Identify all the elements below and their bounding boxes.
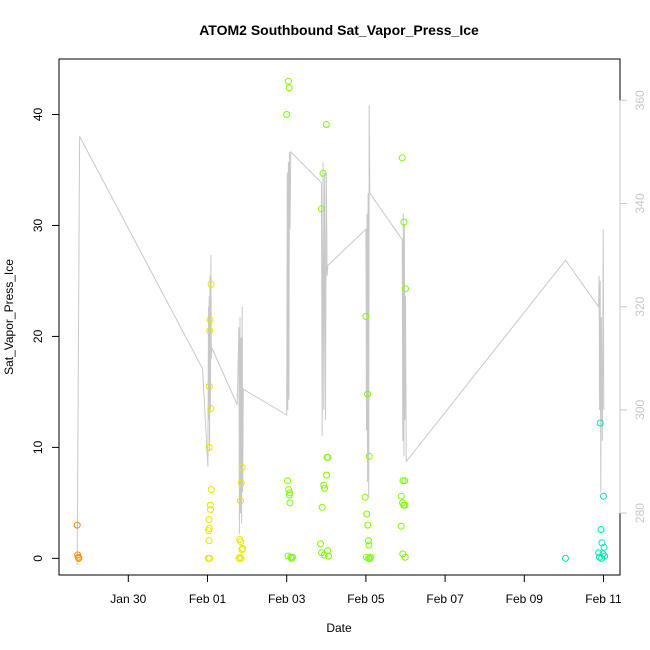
x-tick-label: Feb 11 (585, 592, 622, 606)
data-point (286, 499, 294, 507)
y-tick-label: 20 (31, 329, 45, 343)
data-point (206, 327, 214, 335)
right-y-tick-label: 360 (633, 90, 647, 110)
data-point (289, 553, 296, 561)
data-point (600, 543, 608, 551)
y-axis-label: Sat_Vapor_Press_Ice (2, 259, 16, 375)
data-point (235, 554, 243, 562)
data-point (401, 553, 409, 561)
data-point (284, 477, 291, 485)
data-point (206, 316, 214, 324)
data-point (324, 453, 332, 461)
right-y-tick-label: 340 (633, 193, 647, 213)
data-point (402, 285, 409, 293)
data-point (364, 521, 372, 529)
x-tick-label: Feb 01 (189, 592, 227, 606)
data-point (205, 527, 213, 535)
data-point (400, 218, 408, 226)
data-point (239, 544, 247, 552)
data-point (206, 554, 214, 562)
y-tick-label: 30 (31, 218, 45, 232)
data-point (207, 486, 215, 494)
data-point (596, 419, 604, 427)
x-tick-label: Feb 05 (347, 592, 385, 606)
data-point (397, 492, 405, 500)
data-point (562, 554, 569, 562)
data-point (398, 154, 406, 162)
data-point (205, 537, 213, 545)
data-point (237, 554, 245, 562)
gray-line-series (76, 105, 605, 565)
data-point (364, 537, 372, 545)
data-point (75, 554, 83, 562)
data-point (397, 522, 405, 530)
points-layer (73, 77, 609, 562)
x-tick-label: Feb 09 (506, 592, 544, 606)
data-point (283, 111, 291, 118)
x-tick-label: Feb 03 (268, 592, 306, 606)
data-point (320, 551, 328, 559)
data-point (286, 489, 294, 497)
data-point (207, 506, 214, 513)
data-point (367, 553, 375, 561)
data-point (207, 405, 215, 412)
data-point (205, 443, 213, 451)
data-point (401, 501, 409, 509)
chart-title: ATOM2 Southbound Sat_Vapor_Press_Ice (199, 22, 479, 38)
data-point (238, 463, 246, 471)
data-point (320, 481, 328, 489)
data-point (595, 549, 603, 557)
data-point (362, 312, 370, 320)
y-axis: 0 10 20 30 40 (31, 107, 60, 562)
data-point (237, 497, 244, 505)
data-point (365, 452, 373, 460)
data-point (318, 503, 326, 511)
data-point (206, 501, 214, 509)
gray-line-layer (76, 105, 605, 565)
data-point (365, 541, 373, 549)
right-y-tick-label: 300 (633, 400, 647, 420)
data-point (319, 169, 327, 177)
data-point (73, 521, 81, 529)
data-point (322, 121, 330, 128)
x-tick-label: Feb 07 (426, 592, 464, 606)
data-point (237, 538, 245, 546)
data-point (205, 516, 213, 523)
x-axis: Jan 30 Feb 01 Feb 03 Feb 05 Feb 07 Feb 09 Feb … (110, 574, 622, 606)
data-point (288, 554, 296, 562)
data-point (361, 493, 369, 501)
data-point (363, 510, 371, 518)
data-point (600, 492, 607, 500)
data-point (598, 539, 606, 547)
plot-frame (58, 58, 621, 576)
data-point (237, 479, 245, 487)
data-point (325, 552, 332, 560)
data-point (317, 540, 324, 548)
data-point (207, 280, 215, 288)
data-point (317, 205, 325, 213)
data-point (364, 390, 372, 398)
y-tick-label: 0 (31, 555, 45, 562)
data-point (236, 553, 244, 561)
y-tick-label: 40 (31, 107, 45, 121)
y-tick-label: 10 (31, 440, 45, 454)
data-point (597, 526, 605, 533)
data-point (601, 552, 609, 560)
data-point (284, 77, 292, 85)
right-y-axis: 280 300 320 340 360 (619, 90, 647, 523)
data-point (205, 382, 213, 390)
data-point (401, 477, 409, 485)
x-axis-label: Date (326, 621, 352, 635)
right-y-tick-label: 320 (633, 296, 647, 316)
data-point (366, 554, 374, 562)
data-point (238, 546, 246, 553)
data-point (321, 484, 329, 492)
data-point (323, 471, 331, 479)
right-y-tick-label: 280 (633, 503, 647, 523)
data-point (285, 84, 293, 92)
x-tick-label: Jan 30 (110, 592, 146, 606)
